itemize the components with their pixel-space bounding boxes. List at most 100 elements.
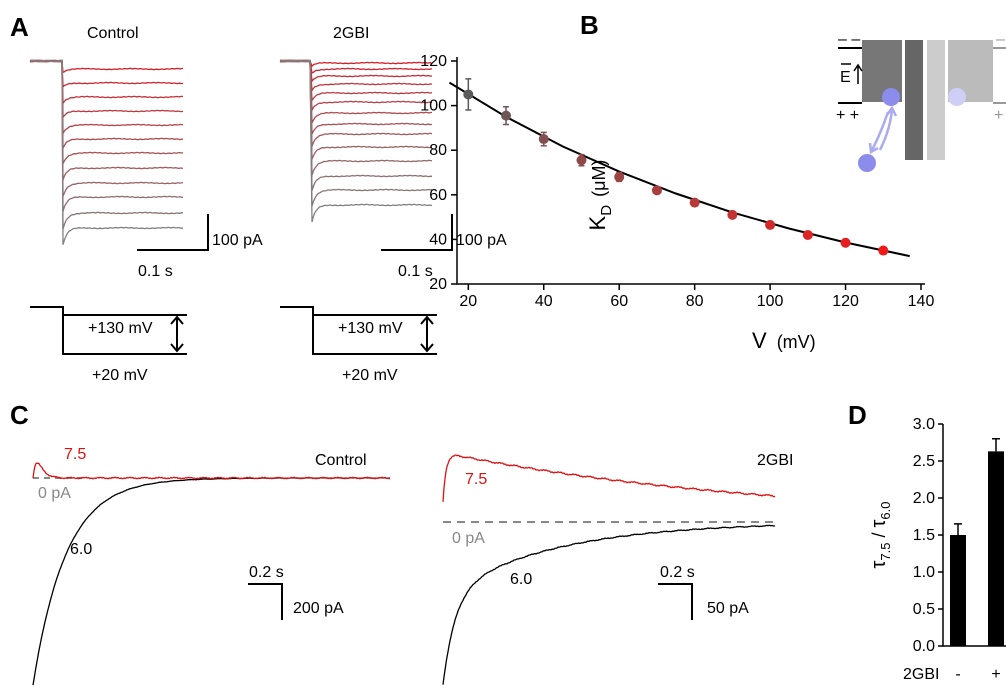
y-label-part: τ — [868, 519, 890, 527]
y-tick-label: 60 — [429, 187, 447, 204]
y-label-sub: D — [598, 205, 615, 216]
voltage-label: +20 mV — [342, 367, 398, 384]
voltage-label: +20 mV — [92, 367, 148, 384]
x-axis-label: V (mV) — [752, 328, 816, 353]
y-tick-label: 1.0 — [913, 564, 935, 581]
current-trace — [32, 477, 391, 686]
current-trace — [29, 59, 183, 149]
x-tick-label: 120 — [832, 293, 859, 310]
x-tick-label: 140 — [908, 293, 935, 310]
current-trace — [279, 59, 433, 74]
y-tick-label: 3.0 — [913, 416, 935, 433]
axis — [456, 57, 925, 285]
y-axis-label: τ7.5 / τ6.0 — [868, 502, 893, 569]
x-tick-label: 100 — [757, 293, 784, 310]
y-tick-label: 2.5 — [913, 453, 935, 470]
scale-label: 200 pA — [293, 600, 344, 617]
x-label-var: V — [752, 328, 767, 353]
data-point — [840, 237, 851, 248]
current-trace — [279, 59, 433, 160]
current-trace — [279, 59, 433, 191]
x-tick-label: 80 — [686, 293, 704, 310]
data-point — [651, 185, 662, 196]
trace-title: Control — [315, 452, 367, 469]
x-tick-label: 60 — [610, 293, 628, 310]
y-label-part: 6.0 — [878, 502, 893, 520]
scale-bar — [248, 583, 283, 620]
y-label-part: / — [869, 527, 889, 542]
voltage-label: +130 mV — [88, 320, 153, 337]
current-trace — [29, 59, 184, 230]
current-trace — [29, 59, 184, 89]
arrow — [420, 315, 434, 353]
panel-a: Control 2GBI 100 pA 0.1 s 100 pA 0.1 s +… — [30, 25, 507, 384]
data-point — [463, 89, 474, 100]
scale-label: 0.2 s — [660, 564, 695, 581]
data-point — [802, 229, 813, 240]
x-axis-label: 2GBI — [903, 666, 939, 683]
inset-diagram: – – + + E – + — [836, 31, 1006, 172]
trace-title: 2GBI — [333, 25, 369, 42]
current-trace — [29, 59, 184, 197]
data-point — [576, 155, 587, 166]
ion — [948, 88, 966, 106]
y-label-unit: (μM) — [589, 160, 609, 197]
current-trace — [29, 59, 184, 164]
current-trace — [279, 59, 433, 176]
trace-title: 2GBI — [757, 452, 793, 469]
trace-label: 7.5 — [64, 446, 86, 463]
current-trace — [279, 59, 433, 135]
charge-sign: – – — [838, 31, 860, 48]
current-trace — [279, 59, 433, 68]
current-trace — [442, 524, 776, 685]
y-tick-label: 40 — [429, 231, 447, 248]
x-tick-label: 40 — [535, 293, 553, 310]
data-point — [878, 245, 889, 256]
fit-line — [448, 81, 910, 258]
arrow — [841, 63, 863, 84]
charge-sign: + — [994, 107, 1003, 124]
current-trace — [279, 59, 433, 102]
panel-letter: D — [848, 400, 867, 430]
current-trace — [279, 59, 433, 93]
data-point — [727, 209, 738, 220]
y-tick-label: 80 — [429, 142, 447, 159]
data-point — [765, 219, 776, 230]
data-point — [689, 197, 700, 208]
trace-title: Control — [87, 25, 139, 42]
data-point — [501, 110, 512, 121]
y-tick-label: 0.0 — [913, 638, 935, 655]
y-label-var: K — [585, 215, 610, 230]
x-tick-label: 20 — [459, 293, 477, 310]
panel-letter: A — [10, 12, 29, 42]
voltage-protocol — [280, 306, 437, 355]
x-tick-label: + — [991, 666, 1000, 683]
error-bar — [992, 438, 1000, 452]
panel-letter: C — [10, 400, 29, 430]
trace-label: 6.0 — [510, 571, 532, 588]
scale-bar — [137, 214, 209, 251]
x-label-unit: (mV) — [777, 332, 816, 352]
channel-part — [927, 40, 945, 160]
current-trace — [279, 59, 433, 223]
bar — [988, 451, 1004, 646]
current-trace — [29, 59, 184, 181]
error-bar — [954, 523, 962, 535]
trace-label: 6.0 — [70, 541, 92, 558]
current-trace — [279, 59, 433, 111]
current-trace — [29, 59, 184, 245]
scale-label: 100 pA — [212, 232, 263, 249]
voltage-protocol — [30, 306, 187, 355]
charge-sign: – — [996, 31, 1005, 48]
y-label-part: 7.5 — [878, 543, 893, 561]
y-label-part: τ — [868, 560, 890, 568]
y-tick-label: 2.0 — [913, 490, 935, 507]
y-tick-label: 0.5 — [913, 601, 935, 618]
zero-label: 0 pA — [38, 485, 71, 502]
scale-bar — [658, 583, 693, 620]
y-tick-label: 100 — [420, 98, 447, 115]
y-axis-label: KD (μM) — [585, 160, 615, 231]
trace-label: 7.5 — [465, 471, 487, 488]
scale-label: 0.1 s — [138, 263, 173, 280]
